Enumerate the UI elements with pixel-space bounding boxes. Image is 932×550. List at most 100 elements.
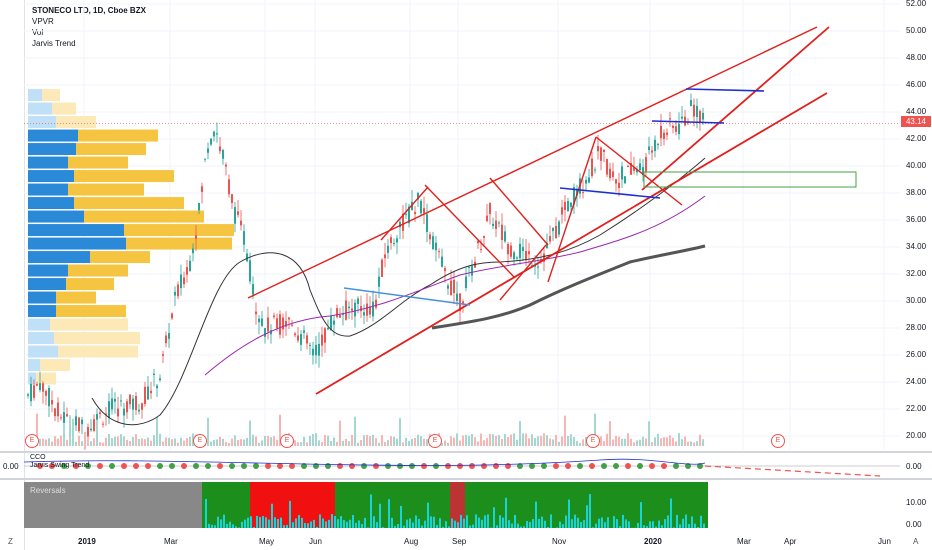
panel-divider[interactable] <box>0 451 932 453</box>
candle-body <box>567 201 569 211</box>
reversal-histogram-bar <box>250 516 252 528</box>
earnings-marker-icon[interactable]: E <box>586 434 600 448</box>
reversal-histogram-bar <box>319 514 321 528</box>
indicator-vpvr[interactable]: VPVR <box>32 17 54 26</box>
volume-profile-bar <box>28 318 50 331</box>
swing-dot <box>409 463 415 469</box>
volume-profile-bar <box>66 278 114 291</box>
volume-bar <box>642 436 644 446</box>
reversal-histogram-bar <box>205 498 207 528</box>
candle-body <box>438 251 440 253</box>
candle-body <box>171 313 173 319</box>
volume-bar <box>411 438 413 446</box>
volume-profile-bar <box>68 264 128 277</box>
candle-body <box>111 398 113 410</box>
volume-bar <box>108 433 110 446</box>
reversals-panel[interactable] <box>24 480 900 532</box>
candle-body <box>669 118 671 120</box>
reversal-histogram-bar <box>277 519 279 528</box>
reversal-histogram-bar <box>313 519 315 528</box>
candle-body <box>135 396 137 411</box>
swing-dot <box>217 463 223 469</box>
reversal-histogram-bar <box>625 519 627 528</box>
candle-body <box>654 139 656 151</box>
reversal-histogram-bar <box>655 526 657 528</box>
auto-scale-button[interactable]: A <box>913 537 919 546</box>
swing-dot <box>361 463 367 469</box>
reversal-histogram-bar <box>619 526 621 528</box>
earnings-marker-icon[interactable]: E <box>25 434 39 448</box>
earnings-marker-icon[interactable]: E <box>280 434 294 448</box>
price-tick: 28.00 <box>906 323 927 332</box>
reversal-histogram-bar <box>364 517 366 528</box>
reversal-histogram-bar <box>301 517 303 528</box>
volume-bar <box>480 433 482 446</box>
candle-body <box>342 313 344 315</box>
reversal-histogram-bar <box>244 519 246 528</box>
candle-body <box>558 221 560 235</box>
reversal-histogram-bar <box>691 516 693 528</box>
earnings-marker-icon[interactable]: E <box>193 434 207 448</box>
jarvis-swing-label[interactable]: Jarvis Swing Trend <box>30 462 90 469</box>
symbol-title[interactable]: STONECO LTD, 1D, Cboe BZX <box>32 6 146 15</box>
reversal-histogram-bar <box>487 514 489 528</box>
reversal-histogram-bar <box>463 518 465 528</box>
candle-body <box>240 220 242 226</box>
indicator-jarvis-trend[interactable]: Jarvis Trend <box>32 39 76 48</box>
volume-bar <box>57 438 59 446</box>
volume-bar <box>39 438 41 446</box>
volume-bar <box>297 442 299 446</box>
swing-dot <box>601 463 607 469</box>
price-tick: 22.00 <box>906 404 927 413</box>
volume-bar <box>267 435 269 446</box>
left-toolbar-strip <box>0 0 25 550</box>
volume-bar <box>444 440 446 446</box>
earnings-marker-icon[interactable]: E <box>771 434 785 448</box>
candle-body <box>309 344 311 346</box>
candle-body <box>444 268 446 272</box>
candle-body <box>588 177 590 183</box>
reversal-histogram-bar <box>700 515 702 528</box>
volume-bar <box>426 439 428 446</box>
panel-divider-2[interactable] <box>0 478 932 480</box>
timezone-button[interactable]: Z <box>8 537 13 546</box>
candle-body <box>447 285 449 289</box>
volume-profile-bar <box>28 264 68 277</box>
candle-body <box>648 146 650 151</box>
reversal-histogram-bar <box>544 520 546 528</box>
candle-body <box>516 257 518 259</box>
volume-bar <box>513 433 515 446</box>
reversal-histogram-bar <box>475 514 477 528</box>
reversal-histogram-bar <box>373 516 375 528</box>
candle-body <box>51 400 53 405</box>
volume-bar <box>162 441 164 446</box>
candle-body <box>600 147 602 161</box>
reversal-histogram-bar <box>637 522 639 528</box>
indicator-vol[interactable]: Vol <box>32 28 44 37</box>
reversal-histogram-bar <box>310 521 312 528</box>
candle-body <box>639 163 641 171</box>
reversal-histogram-bar <box>520 526 522 528</box>
price-axis[interactable]: 52.00 50.00 48.00 46.00 44.00 42.00 40.00 38.00… <box>900 0 932 450</box>
volume-bar <box>702 439 704 446</box>
oscillator-panel[interactable] <box>24 453 900 478</box>
candle-body <box>603 149 605 153</box>
earnings-marker-icon[interactable]: E <box>428 434 442 448</box>
candle-body <box>585 179 587 184</box>
reversal-histogram-bar <box>670 498 672 528</box>
volume-bar <box>450 436 452 446</box>
candle-body <box>252 284 254 295</box>
reversal-histogram-bar <box>289 500 291 528</box>
volume-profile-bar <box>56 291 96 304</box>
volume-bar <box>645 438 647 446</box>
main-price-chart[interactable] <box>24 0 900 450</box>
projection-dash <box>704 465 881 477</box>
swing-dot <box>145 463 151 469</box>
reversal-histogram-bar <box>508 520 510 528</box>
volume-profile-bar <box>28 345 58 358</box>
cco-label[interactable]: CCO <box>30 454 46 461</box>
time-tick: Aug <box>404 537 419 546</box>
candle-body <box>450 280 452 296</box>
volume-bar <box>378 442 380 446</box>
candle-body <box>663 132 665 140</box>
